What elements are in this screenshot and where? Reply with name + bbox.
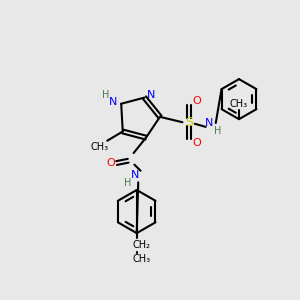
Text: N: N [131, 169, 139, 180]
Text: N: N [109, 97, 118, 107]
Text: O: O [106, 158, 115, 168]
Text: O: O [192, 138, 201, 148]
Text: S: S [184, 116, 193, 129]
Text: CH₃: CH₃ [230, 99, 248, 109]
Text: O: O [192, 96, 201, 106]
Text: H: H [214, 126, 221, 136]
Text: H: H [102, 89, 110, 100]
Text: N: N [206, 118, 214, 128]
Text: CH₃: CH₃ [90, 142, 109, 152]
Text: CH₃: CH₃ [132, 254, 150, 264]
Text: H: H [124, 178, 131, 188]
Text: CH₂: CH₂ [132, 240, 150, 250]
Text: N: N [146, 89, 155, 100]
